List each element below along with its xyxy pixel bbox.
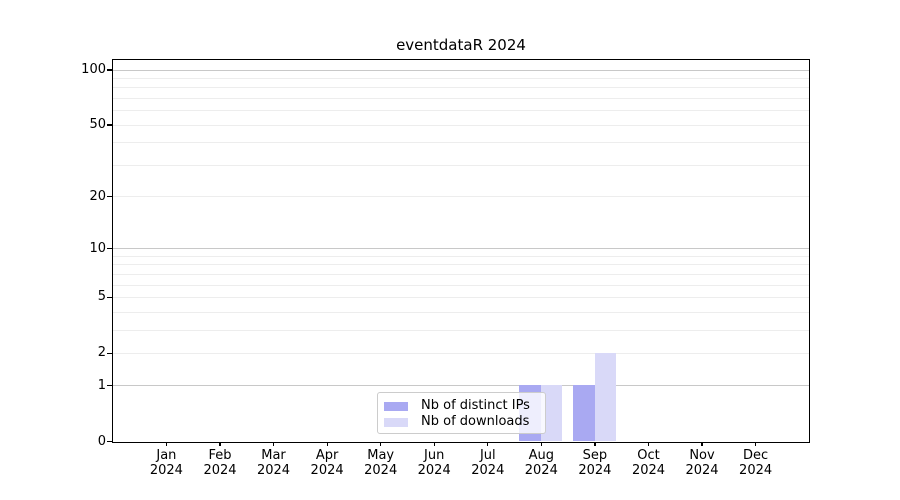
x-tick-month: May — [367, 447, 395, 463]
y-tick-label: 2 — [97, 345, 106, 361]
x-tick-label: Apr 2024 — [299, 448, 355, 478]
legend-swatch-distinct-ips — [384, 401, 408, 411]
x-tick-label: Jun 2024 — [406, 448, 462, 478]
x-tick-month: Mar — [261, 447, 286, 463]
y-tick-label: 20 — [89, 188, 106, 204]
gridline-minor — [113, 329, 809, 331]
x-tick-label: Jan 2024 — [138, 448, 194, 478]
x-tick-mark — [487, 441, 489, 447]
x-tick-mark — [272, 441, 275, 447]
x-tick-year: 2024 — [685, 462, 719, 478]
gridline-minor — [113, 142, 809, 144]
legend-label-distinct-ips: Nb of distinct IPs — [421, 398, 530, 413]
x-tick-label: Aug 2024 — [513, 448, 569, 478]
gridline-major — [113, 248, 809, 250]
y-tick-mark — [107, 441, 112, 443]
x-tick-label: Nov 2024 — [674, 448, 730, 478]
gridline-minor — [113, 296, 809, 298]
y-tick-mark — [107, 124, 112, 126]
x-tick-year: 2024 — [256, 462, 291, 478]
bar-nb-of-downloads-sep — [594, 352, 616, 442]
y-tick-mark — [107, 296, 112, 298]
y-tick-mark — [107, 352, 112, 354]
x-tick-mark — [433, 441, 435, 447]
legend-swatch-downloads — [384, 417, 408, 427]
x-tick-month: Dec — [743, 447, 769, 463]
gridline-minor — [113, 273, 809, 275]
y-tick-mark — [107, 195, 112, 198]
gridline-major — [113, 385, 809, 387]
x-tick-year: 2024 — [149, 462, 183, 478]
x-tick-mark — [219, 441, 221, 447]
x-tick-mark — [165, 441, 168, 447]
x-tick-year: 2024 — [524, 462, 558, 478]
gridline-minor — [113, 255, 809, 257]
y-tick-label: 1 — [97, 377, 106, 393]
gridline-minor — [113, 110, 809, 112]
x-tick-year: 2024 — [739, 462, 773, 478]
chart-title: eventdataR 2024 — [396, 36, 526, 54]
gridline-minor — [113, 284, 809, 286]
x-tick-month: Nov — [689, 447, 715, 463]
x-tick-year: 2024 — [310, 462, 344, 478]
gridline-minor — [113, 352, 809, 354]
x-tick-mark — [755, 441, 757, 447]
y-tick-label: 100 — [81, 62, 106, 77]
gridline-minor — [113, 98, 809, 99]
x-tick-month: Jun — [424, 447, 445, 463]
y-tick-label: 50 — [89, 117, 106, 132]
x-tick-mark — [326, 441, 328, 447]
x-tick-year: 2024 — [471, 462, 505, 478]
x-tick-year: 2024 — [203, 462, 237, 478]
x-tick-month: Jan — [156, 447, 177, 463]
plot-area: Nb of distinct IPs Nb of downloads — [112, 59, 810, 443]
x-tick-year: 2024 — [631, 462, 666, 478]
x-tick-year: 2024 — [578, 462, 612, 478]
x-tick-mark — [594, 441, 596, 447]
y-tick-mark — [107, 385, 112, 387]
x-tick-month: Apr — [315, 447, 339, 463]
y-tick-label: 0 — [97, 433, 106, 449]
y-tick-label: 10 — [89, 240, 106, 256]
gridline-major — [113, 69, 809, 71]
x-tick-month: Feb — [208, 447, 232, 463]
x-tick-month: Sep — [582, 447, 608, 463]
x-tick-mark — [701, 441, 703, 447]
x-tick-label: Feb 2024 — [192, 448, 248, 478]
x-tick-month: Aug — [528, 447, 554, 463]
x-tick-mark — [647, 441, 650, 447]
x-tick-label: Mar 2024 — [246, 448, 302, 478]
y-tick-mark — [107, 69, 112, 71]
bar-nb-of-downloads-aug — [540, 385, 563, 442]
x-tick-mark — [540, 441, 542, 447]
gridline-minor — [113, 311, 809, 313]
bar-nb-of-distinct-ips-sep — [573, 385, 595, 442]
legend: Nb of distinct IPs Nb of downloads — [377, 392, 546, 434]
x-tick-year: 2024 — [364, 462, 398, 478]
y-tick-label: 5 — [97, 289, 106, 305]
gridline-minor — [113, 78, 809, 79]
x-tick-month: Oct — [637, 447, 660, 463]
x-tick-mark — [380, 441, 382, 447]
gridline-minor — [113, 164, 809, 166]
gridline-minor — [113, 264, 809, 266]
x-tick-label: Sep 2024 — [567, 448, 623, 478]
y-tick-mark — [107, 247, 112, 250]
x-tick-label: Jul 2024 — [460, 448, 516, 478]
x-tick-label: Oct 2024 — [621, 448, 677, 478]
x-tick-label: Dec 2024 — [728, 448, 784, 478]
legend-item-downloads: Nb of downloads — [384, 414, 537, 430]
gridline-minor — [113, 196, 809, 198]
x-tick-year: 2024 — [417, 462, 451, 478]
x-tick-label: May 2024 — [353, 448, 409, 478]
legend-item-distinct-ips: Nb of distinct IPs — [384, 398, 537, 414]
x-tick-month: Jul — [479, 447, 496, 463]
gridline-minor — [113, 124, 809, 126]
legend-label-downloads: Nb of downloads — [421, 414, 530, 429]
gridline-minor — [113, 87, 809, 89]
